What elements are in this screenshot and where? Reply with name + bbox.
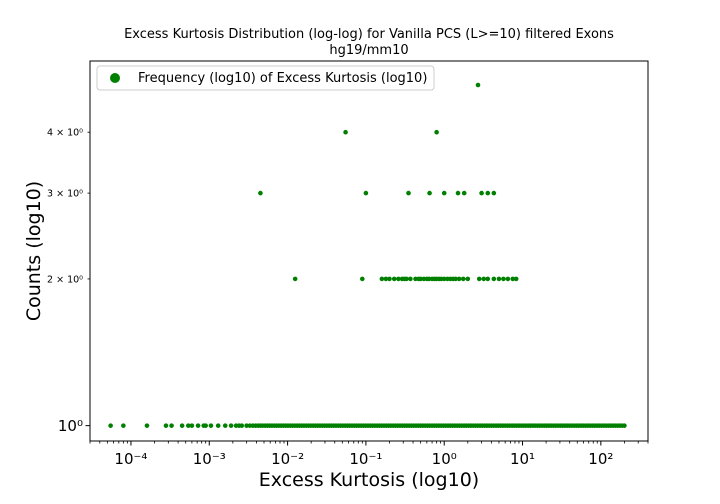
data-point — [491, 276, 497, 282]
x-tick-label: 10⁻⁴ — [114, 450, 147, 468]
y-axis-label: Counts (log10) — [23, 181, 45, 321]
data-point — [418, 276, 423, 282]
data-point — [258, 190, 263, 196]
data-point — [427, 190, 432, 196]
legend-box — [96, 65, 435, 91]
data-point — [387, 276, 392, 282]
x-minor-ticks — [89, 441, 649, 444]
data-point — [479, 190, 484, 196]
legend-marker — [110, 73, 120, 83]
data-point — [441, 190, 447, 196]
data-point — [189, 423, 195, 428]
data-point — [215, 423, 221, 428]
data-point — [441, 276, 447, 282]
data-point — [379, 276, 385, 282]
data-point — [501, 276, 506, 282]
y-tick-label: 10⁰ — [58, 417, 83, 435]
legend-label: Frequency (log10) of Excess Kurtosis (lo… — [138, 71, 427, 86]
data-point — [485, 276, 491, 282]
y-axis-ticks: 10⁰ 2 × 10⁰ 3 × 10⁰ 4 × 10⁰ — [47, 128, 90, 435]
x-tick-label: 10² — [588, 450, 613, 468]
data-point — [244, 423, 249, 428]
y-tick-label: 4 × 10⁰ — [47, 128, 83, 139]
data-point — [391, 276, 397, 282]
data-point — [228, 423, 234, 428]
data-point — [121, 423, 126, 428]
y-tick-label: 2 × 10⁰ — [47, 274, 83, 285]
x-tick-label: 10¹ — [510, 450, 535, 468]
data-point — [513, 276, 519, 282]
data-point — [169, 423, 174, 428]
data-point — [292, 276, 298, 282]
data-point — [485, 190, 491, 196]
data-point — [195, 423, 201, 428]
data-point — [208, 423, 214, 428]
data-point — [475, 82, 481, 88]
data-point — [505, 276, 511, 282]
data-point — [144, 423, 150, 428]
y-tick-label: 3 × 10⁰ — [47, 189, 83, 200]
data-point — [360, 276, 365, 282]
data-point — [186, 423, 191, 428]
data-point — [460, 276, 466, 282]
data-point — [203, 423, 208, 428]
data-point — [239, 423, 245, 428]
legend: Frequency (log10) of Excess Kurtosis (lo… — [96, 65, 435, 91]
data-point — [396, 276, 401, 282]
x-tick-label: 10⁻² — [271, 450, 304, 468]
data-point — [434, 129, 439, 135]
data-point — [383, 276, 389, 282]
x-axis-ticks: 10⁻⁴ 10⁻³ 10⁻² 10⁻¹ 10⁰ 10¹ 10² — [114, 441, 613, 468]
data-points — [108, 82, 627, 428]
data-point — [453, 276, 458, 282]
data-point — [481, 276, 487, 282]
x-axis-label: Excess Kurtosis (log10) — [259, 469, 479, 491]
data-point — [510, 276, 516, 282]
chart-title-line-2: hg19/mm10 — [329, 43, 408, 58]
chart-title-line-1: Excess Kurtosis Distribution (log-log) f… — [124, 27, 614, 42]
data-point — [455, 190, 461, 196]
data-point — [476, 276, 482, 282]
data-point — [408, 276, 413, 282]
plot-area — [89, 60, 649, 442]
data-point — [491, 190, 497, 196]
data-point — [496, 276, 502, 282]
data-point — [108, 423, 113, 428]
data-point — [163, 423, 169, 428]
data-point — [404, 276, 409, 282]
data-point — [179, 423, 185, 428]
data-point — [363, 190, 369, 196]
data-point — [222, 423, 228, 428]
data-point — [343, 129, 348, 135]
data-point — [622, 423, 627, 428]
data-point — [465, 276, 471, 282]
data-point — [406, 190, 411, 196]
data-point — [456, 276, 462, 282]
x-tick-label: 10⁻³ — [193, 450, 226, 468]
data-point — [461, 190, 467, 196]
x-tick-label: 10⁻¹ — [349, 450, 382, 468]
x-tick-label: 10⁰ — [432, 450, 457, 468]
